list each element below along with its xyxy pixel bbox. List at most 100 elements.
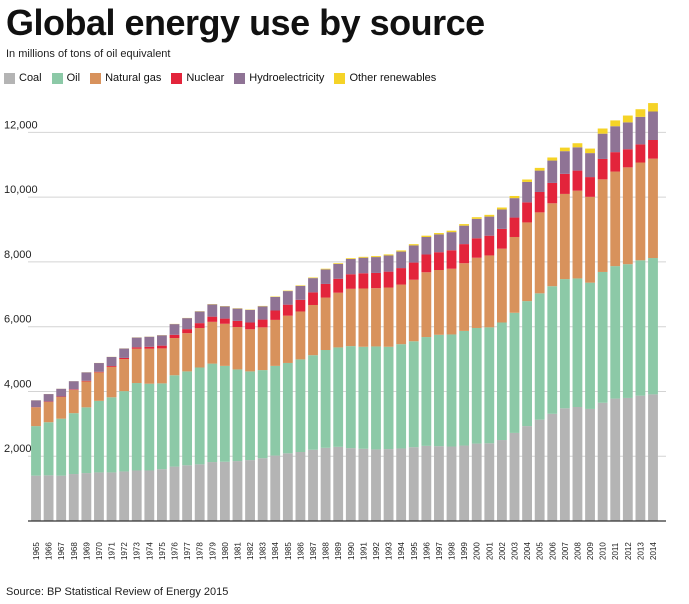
x-tick-label: 2006 [548,542,557,560]
bar-segment-other-renewables-2008 [572,143,583,148]
bar-segment-natural-gas-1990 [345,288,356,347]
bar-segment-natural-gas-1968 [68,389,79,414]
bar-segment-natural-gas-1985 [282,315,293,363]
bar-segment-nuclear-2004 [522,202,532,223]
bar-segment-natural-gas-1978 [194,327,205,368]
bar-segment-coal-2001 [484,443,495,521]
bar-segment-coal-1982 [245,460,255,521]
bar-segment-oil-1992 [371,346,381,450]
bar-segment-oil-2005 [534,293,545,420]
bar-segment-natural-gas-2008 [572,190,583,279]
x-tick-label: 1991 [359,542,368,560]
bar-segment-oil-1984 [270,365,281,456]
bar-segment-hydroelectricity-1967 [56,388,67,397]
bar-segment-oil-1994 [396,344,407,449]
x-tick-label: 1989 [334,542,343,560]
x-tick-label: 2010 [599,542,608,560]
bar-segment-coal-1971 [106,472,117,521]
bar-segment-hydroelectricity-2003 [509,198,520,218]
bar-segment-coal-2010 [597,402,608,521]
x-tick-label: 1985 [284,542,293,560]
bar-segment-nuclear-1975 [157,345,167,349]
bar-segment-nuclear-1976 [169,334,180,339]
x-tick-label: 1999 [460,542,469,560]
bar-segment-oil-2000 [471,327,482,444]
bar-segment-hydroelectricity-1986 [295,285,306,300]
bar-segment-coal-1990 [345,448,356,521]
bar-segment-natural-gas-1995 [408,279,419,342]
bar-segment-hydroelectricity-1999 [459,225,470,245]
y-tick-label: 2,000 [4,443,32,455]
bar-segment-natural-gas-2010 [597,179,608,272]
x-tick-label: 1997 [435,542,444,560]
bar-segment-coal-1983 [257,458,268,521]
legend-item-other-renewables: Other renewables [334,72,436,84]
bar-segment-oil-1980 [219,365,230,462]
bar-segment-hydroelectricity-1987 [308,278,318,293]
bar-segment-coal-1998 [446,446,457,521]
bar-segment-coal-1991 [358,448,369,521]
bar-segment-natural-gas-2006 [547,203,558,287]
bar-segment-nuclear-2008 [572,170,583,191]
bar-segment-nuclear-1970 [94,371,104,373]
bar-segment-other-renewables-1998 [446,230,457,233]
bar-segment-coal-1988 [320,447,331,521]
bar-segment-nuclear-1985 [282,304,293,316]
bar-segment-natural-gas-1992 [371,288,381,347]
y-tick-label: 10,000 [4,184,38,196]
bar-segment-hydroelectricity-2000 [471,218,482,239]
bar-segment-coal-1973 [131,470,142,521]
bar-segment-natural-gas-1987 [308,304,318,356]
y-tick-label: 12,000 [4,119,38,131]
bar-segment-nuclear-1982 [245,322,255,330]
bar-segment-oil-1981 [232,369,243,462]
bar-segment-nuclear-1977 [182,329,193,334]
x-tick-label: 1984 [271,542,280,560]
bar-segment-natural-gas-2007 [559,193,570,280]
bar-segment-natural-gas-2013 [635,162,646,261]
bar-segment-other-renewables-1997 [434,233,444,235]
bar-segment-other-renewables-1994 [396,250,407,252]
legend-label: Coal [19,72,42,84]
bar-segment-nuclear-1994 [396,268,407,285]
bar-segment-nuclear-1997 [434,252,444,271]
x-tick-label: 1979 [208,542,217,560]
bar-segment-coal-1968 [68,474,79,521]
bar-segment-coal-1993 [383,449,394,521]
bar-segment-natural-gas-1971 [106,366,117,398]
bar-segment-other-renewables-1999 [459,224,470,226]
bar-segment-oil-1991 [358,346,369,449]
bar-segment-hydroelectricity-1977 [182,318,193,330]
legend-item-hydroelectricity: Hydroelectricity [234,72,324,84]
bar-segment-other-renewables-1987 [308,277,318,279]
bar-segment-natural-gas-1972 [119,359,130,392]
bar-segment-coal-2000 [471,443,482,521]
bar-segment-nuclear-2014 [648,140,658,159]
bar-segment-coal-1969 [81,473,92,521]
legend: Coal Oil Natural gas Nuclear Hydroelectricit… [4,72,436,84]
bar-segment-hydroelectricity-2002 [496,209,507,229]
bar-segment-coal-2007 [559,408,570,521]
bar-segment-hydroelectricity-1974 [144,336,155,347]
bar-segment-other-renewables-2009 [585,148,595,154]
chart-title: Global energy use by source [6,2,485,43]
bar-segment-hydroelectricity-1976 [169,324,180,335]
bar-segment-hydroelectricity-1973 [131,337,142,348]
bar-segment-coal-1966 [43,475,54,521]
bar-segment-natural-gas-2003 [509,236,520,313]
y-tick-label: 8,000 [4,249,32,261]
bar-segment-other-renewables-1993 [383,254,394,256]
bar-segment-natural-gas-1966 [43,401,54,423]
bar-segment-hydroelectricity-1978 [194,311,205,324]
bar-segment-coal-1976 [169,466,180,521]
legend-item-oil: Oil [51,72,80,84]
bar-segment-natural-gas-1998 [446,268,457,335]
bar-segment-coal-2002 [496,440,507,521]
bar-segment-oil-1965 [31,426,41,476]
x-tick-label: 1995 [410,542,419,560]
bar-segment-coal-2008 [572,407,583,521]
bar-segment-natural-gas-1989 [333,292,344,348]
bar-segment-other-renewables-1986 [295,285,306,286]
bar-segment-oil-2013 [635,260,646,396]
